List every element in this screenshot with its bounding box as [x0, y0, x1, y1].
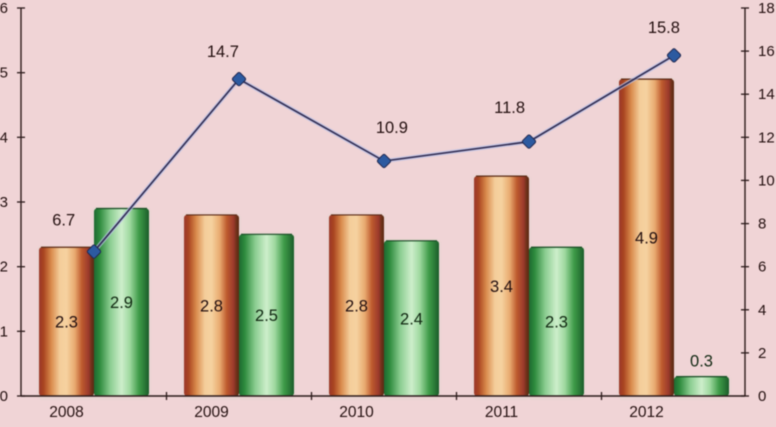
svg-text:2.8: 2.8	[345, 298, 368, 316]
svg-text:10: 10	[758, 172, 775, 189]
svg-text:0: 0	[758, 388, 766, 405]
svg-text:0.3: 0.3	[690, 353, 713, 371]
svg-text:2: 2	[758, 345, 766, 362]
svg-text:14.7: 14.7	[207, 43, 239, 61]
svg-text:5: 5	[0, 65, 8, 82]
svg-text:8: 8	[758, 216, 766, 233]
svg-text:2010: 2010	[339, 404, 374, 421]
svg-text:2.3: 2.3	[545, 314, 568, 332]
svg-text:2.9: 2.9	[110, 294, 133, 312]
svg-text:2.8: 2.8	[200, 298, 223, 316]
svg-text:4: 4	[0, 129, 8, 146]
svg-text:11.8: 11.8	[494, 99, 525, 117]
svg-text:3.4: 3.4	[490, 278, 513, 296]
svg-text:0: 0	[0, 388, 8, 405]
svg-text:16: 16	[758, 43, 775, 60]
svg-text:12: 12	[758, 129, 775, 146]
svg-text:10.9: 10.9	[376, 119, 408, 137]
svg-text:15.8: 15.8	[648, 19, 680, 37]
svg-text:6.7: 6.7	[52, 212, 75, 230]
svg-text:14: 14	[758, 86, 775, 103]
svg-text:2009: 2009	[194, 404, 228, 421]
svg-text:18: 18	[758, 0, 775, 17]
svg-text:2011: 2011	[485, 404, 518, 421]
svg-text:2.3: 2.3	[55, 314, 78, 332]
svg-text:4.9: 4.9	[635, 230, 658, 248]
svg-text:2012: 2012	[629, 404, 663, 421]
svg-text:4: 4	[758, 302, 766, 319]
svg-text:2.5: 2.5	[255, 307, 278, 325]
svg-text:1: 1	[0, 323, 8, 340]
svg-text:6: 6	[0, 0, 8, 17]
svg-text:2: 2	[0, 259, 8, 276]
svg-text:2.4: 2.4	[400, 310, 423, 328]
svg-text:3: 3	[0, 194, 8, 211]
svg-text:6: 6	[758, 259, 766, 276]
svg-text:2008: 2008	[49, 404, 83, 421]
